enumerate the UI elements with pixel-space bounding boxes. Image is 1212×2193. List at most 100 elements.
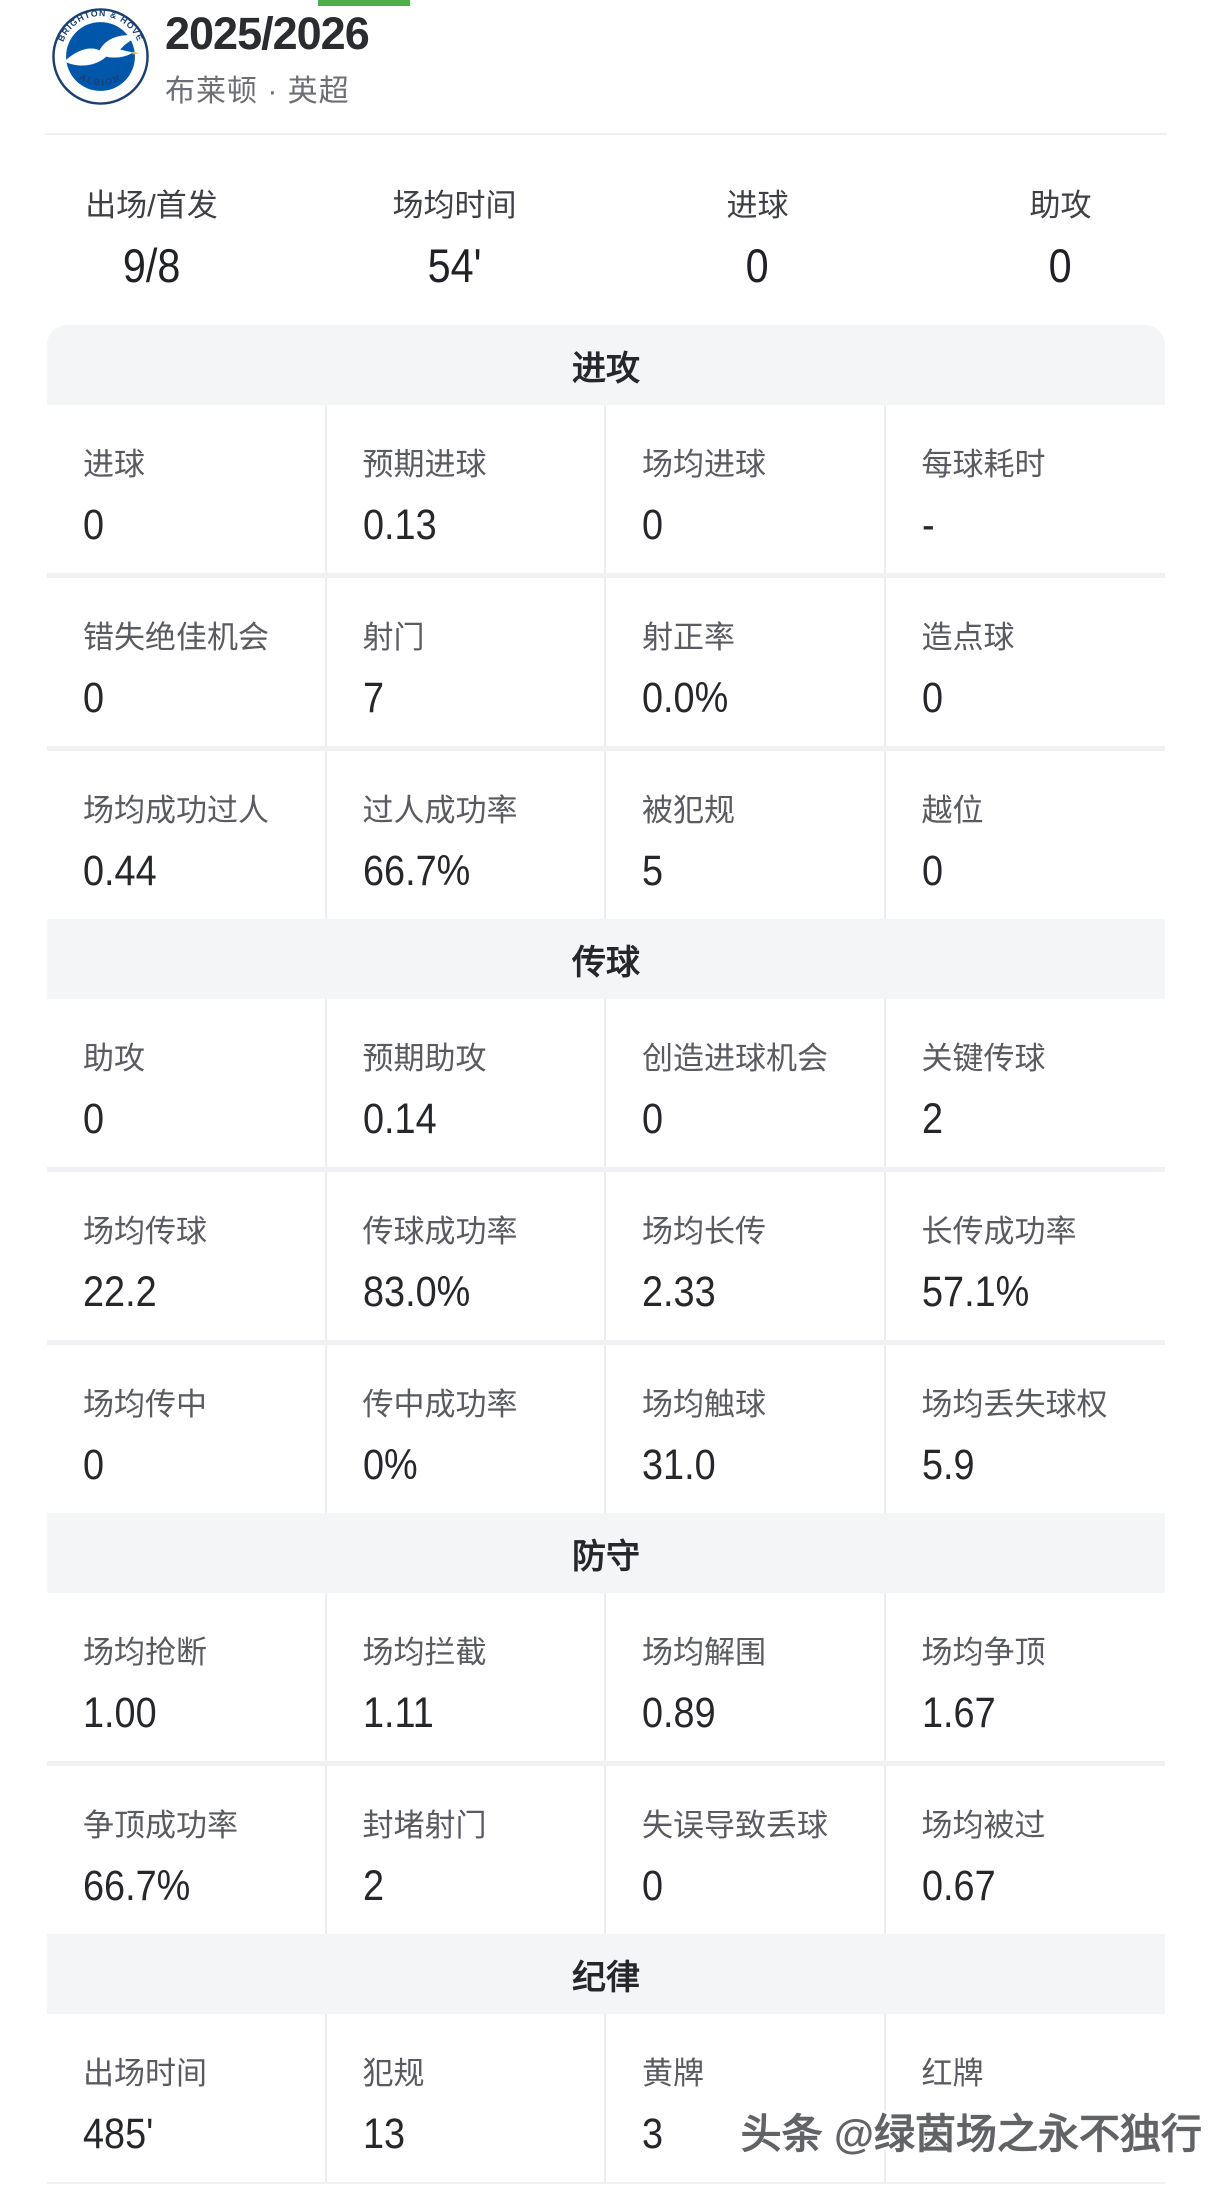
stat-value: 0 — [83, 674, 313, 723]
stat-label: 创造进球机会 — [642, 1041, 828, 1076]
stat-cell: 过人成功率 66.7% — [326, 751, 606, 919]
stat-value-text: 0 — [642, 501, 664, 549]
stat-label: 进球 — [83, 447, 145, 482]
summary-label: 进球 — [726, 188, 789, 223]
stat-value-text: 0.44 — [83, 847, 157, 895]
summary-item: 助攻 0 — [909, 180, 1212, 293]
stat-cell: 封堵射门 2 — [326, 1766, 606, 1934]
stat-value-text: 0.67 — [921, 1862, 996, 1910]
stat-value: 31.0 — [642, 1441, 872, 1490]
stat-value: 3 — [642, 2110, 872, 2159]
stat-label: 场均触球 — [642, 1387, 766, 1422]
stat-label: 关键传球 — [921, 1041, 1046, 1076]
stat-value: 2.33 — [642, 1268, 872, 1317]
stat-label: 场均成功过人 — [83, 793, 269, 828]
stat-cell: 传中成功率 0% — [326, 1345, 606, 1513]
active-tab-indicator — [318, 0, 410, 6]
stat-cell: 黄牌 3 — [606, 2014, 886, 2182]
stat-value-text: 2 — [362, 1862, 384, 1910]
summary-value-text: 0 — [745, 239, 769, 292]
stat-label: 造点球 — [921, 620, 1015, 655]
stat-value-text: 5.9 — [921, 1441, 975, 1489]
header-divider — [45, 133, 1167, 135]
stat-value-text: 0 — [83, 674, 105, 722]
stat-cell: 场均成功过人 0.44 — [47, 751, 327, 919]
section-rows: 场均抢断 1.00 场均拦截 1.11 场均解围 0.89 场均争顶 1.67 争顶成功率 66.… — [47, 1593, 1165, 1934]
section-rows: 进球 0 预期进球 0.13 场均进球 0 每球耗时 - 错失绝佳机会 0 射门 7 射正率 0.0% 造点… — [47, 405, 1165, 919]
team-header-text: 2025/2026 布莱顿 · 英超 — [165, 8, 370, 110]
stat-label: 争顶成功率 — [83, 1808, 238, 1843]
stat-cell: 场均传中 0 — [47, 1345, 327, 1513]
stat-row: 场均传球 22.2 传球成功率 83.0% 场均长传 2.33 长传成功率 57.1% — [47, 1172, 1165, 1340]
stat-cell: 场均被过 0.67 — [885, 1766, 1165, 1934]
summary-value: 0 — [606, 238, 909, 293]
stat-value-text: 5 — [642, 847, 664, 895]
stat-value: 485' — [83, 2110, 313, 2159]
stat-value-text: 0% — [362, 1441, 418, 1489]
stat-value-text: 57.1% — [921, 1268, 1029, 1316]
stats-card: 进攻 进球 0 预期进球 0.13 场均进球 0 每球耗时 - 错失绝佳机会 0 射门 7 射正率 0.0%… — [47, 325, 1165, 2184]
stat-value-text: 2.33 — [642, 1268, 716, 1316]
stat-label: 场均被过 — [921, 1808, 1046, 1843]
stat-value-text: 0 — [921, 847, 943, 895]
summary-value: 0 — [909, 238, 1212, 293]
stat-cell: 出场时间 485' — [47, 2014, 327, 2182]
stat-cell: 场均拦截 1.11 — [326, 1593, 606, 1761]
stat-cell: 红牌 0 — [885, 2014, 1165, 2182]
summary-item: 进球 0 — [606, 180, 909, 293]
stat-value-text: 13 — [362, 2110, 405, 2158]
stat-value-text: 0.13 — [362, 501, 437, 549]
stat-row: 场均传中 0 传中成功率 0% 场均触球 31.0 场均丢失球权 5.9 — [47, 1345, 1165, 1513]
section-header: 进攻 — [47, 325, 1165, 405]
stat-value-text: 83.0% — [362, 1268, 470, 1316]
stat-cell: 传球成功率 83.0% — [326, 1172, 606, 1340]
stat-cell: 每球耗时 - — [885, 405, 1165, 573]
stat-label: 错失绝佳机会 — [83, 620, 269, 655]
stat-cell: 进球 0 — [47, 405, 327, 573]
stat-value: 0.13 — [363, 501, 593, 550]
stat-value: 0 — [642, 1095, 872, 1144]
stat-label: 封堵射门 — [362, 1808, 487, 1843]
page-title: 2025/2026 — [165, 8, 370, 59]
stat-value-text: 7 — [362, 674, 384, 722]
stat-cell: 争顶成功率 66.7% — [47, 1766, 327, 1934]
stat-label: 场均解围 — [642, 1635, 766, 1670]
stat-value: 0 — [922, 674, 1154, 723]
summary-value-text: 9/8 — [122, 239, 181, 292]
stat-cell: 失误导致丢球 0 — [606, 1766, 886, 1934]
stat-cell: 场均进球 0 — [606, 405, 886, 573]
stat-value-text: 0 — [921, 2110, 943, 2158]
stat-value: 2 — [363, 1862, 593, 1911]
stat-value-text: 485' — [83, 2110, 154, 2158]
stat-cell: 场均争顶 1.67 — [885, 1593, 1165, 1761]
stat-row: 出场时间 485' 犯规 13 黄牌 3 红牌 0 — [47, 2014, 1165, 2182]
summary-value-text: 54' — [427, 239, 482, 292]
stat-value: 1.67 — [922, 1689, 1154, 1738]
stat-value-text: 66.7% — [362, 847, 470, 895]
stat-value: 2 — [922, 1095, 1154, 1144]
stat-cell: 助攻 0 — [47, 999, 327, 1167]
stat-value: 0.89 — [642, 1689, 872, 1738]
stat-label: 场均争顶 — [921, 1635, 1046, 1670]
stat-value: 57.1% — [922, 1268, 1154, 1317]
summary-item: 场均时间 54' — [303, 180, 606, 293]
stat-label: 预期助攻 — [362, 1041, 487, 1076]
stat-value-text: 3 — [642, 2110, 664, 2158]
stat-value-text: 0 — [642, 1095, 664, 1143]
stat-value: 5 — [642, 847, 872, 896]
stat-label: 过人成功率 — [362, 793, 518, 828]
stat-cell: 预期进球 0.13 — [326, 405, 606, 573]
summary-value: 9/8 — [0, 238, 303, 293]
club-badge-icon: BRIGHTON & HOVE ALBION — [52, 8, 149, 105]
section-header: 防守 — [47, 1513, 1165, 1593]
stat-label: 传球成功率 — [362, 1214, 518, 1249]
stat-cell: 预期助攻 0.14 — [326, 999, 606, 1167]
stat-value: 0 — [83, 1441, 313, 1490]
section-rows: 助攻 0 预期助攻 0.14 创造进球机会 0 关键传球 2 场均传球 22.2 传球成功率 83.0… — [47, 999, 1165, 1513]
stat-value: 0 — [922, 2110, 1154, 2159]
stat-value-text: - — [921, 501, 935, 549]
stat-cell: 越位 0 — [885, 751, 1165, 919]
stat-value-text: 0 — [642, 1862, 664, 1910]
stat-value-text: 31.0 — [642, 1441, 716, 1489]
stat-row: 助攻 0 预期助攻 0.14 创造进球机会 0 关键传球 2 — [47, 999, 1165, 1167]
